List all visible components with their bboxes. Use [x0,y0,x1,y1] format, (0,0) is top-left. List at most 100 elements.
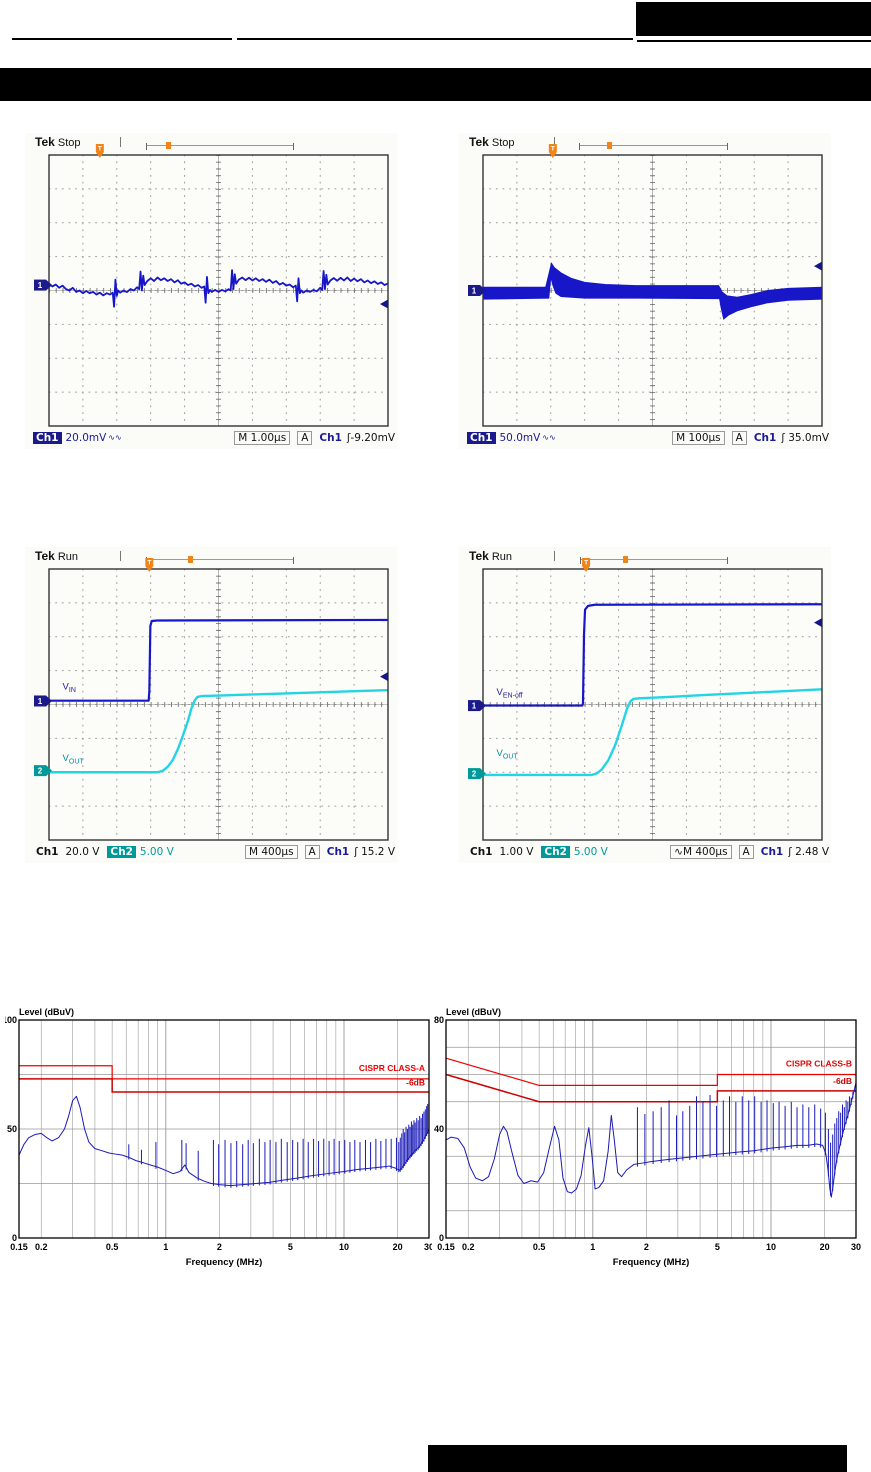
scope-status-bar: Ch1 20.0 V Ch2 5.00 V M 400µs A Ch1 ʃ 15… [33,844,395,859]
ch2-tag: Ch2 [541,845,570,858]
timebase-readout: M 1.00µs [234,430,291,445]
trigger-mode: A [738,844,754,859]
scope-figure-startup-en: Tek Run VEN-off VOUT T 1 2 Ch1 1.00 V Ch2 5.… [459,547,831,863]
ch1-tag: Ch1 [36,845,59,858]
ch2-scale: 5.00 V [139,845,174,858]
acquisition-window-bracket [579,142,728,150]
svg-text:0.5: 0.5 [106,1242,119,1252]
logo-block [636,2,871,36]
emi-chart-cispr-class-b: 0 40 80 0.15 0.2 0.5 1 2 5 10 20 30 Level (dBuV) Freq… [432,1006,868,1274]
ch1-scale: 20.0mV [65,431,107,444]
svg-text:80: 80 [434,1015,444,1025]
svg-text:2: 2 [38,767,43,776]
timebase-readout: ∿M 400µs [670,844,732,859]
svg-text:1: 1 [472,702,477,711]
scope-status-bar: Ch1 50.0mV ∿∿ M 100µs A Ch1 ʃ 35.0mV [467,430,829,445]
svg-text:T: T [584,560,588,567]
svg-text:100: 100 [5,1015,17,1025]
svg-text:5: 5 [715,1242,720,1252]
footer-bar [428,1445,847,1472]
section-title-bar [0,68,871,101]
svg-text:Frequency (MHz): Frequency (MHz) [613,1257,690,1268]
ch1-scale: 1.00 V [499,845,534,858]
svg-text:T: T [98,146,102,153]
svg-text:T: T [147,560,151,567]
svg-text:40: 40 [434,1124,444,1134]
trigger-source: Ch1 [760,845,784,858]
svg-text:0.15: 0.15 [10,1242,28,1252]
scope-grid-transient: T1 [468,144,823,427]
scope-mode-readout: Tek Stop [469,135,515,149]
acquisition-window-bracket [145,142,294,150]
svg-text:30: 30 [424,1242,434,1252]
scope-header-divider [120,137,121,147]
bandwidth-icon: ∿∿ [108,433,122,442]
svg-text:10: 10 [339,1242,349,1252]
header-rule-center [237,38,633,40]
timebase-readout: M 100µs [672,430,725,445]
svg-text:2: 2 [217,1242,222,1252]
svg-text:20: 20 [393,1242,403,1252]
scope-mode-readout: Tek Run [469,549,513,563]
trigger-mode: A [297,430,313,445]
trigger-level: ʃ 2.48 V [788,845,829,858]
scope-figure-startup-vin: Tek Run VIN VOUT T 1 2 Ch1 20.0 V Ch2 5.00 V… [25,547,397,863]
trigger-source: Ch1 [319,431,342,444]
svg-text:20: 20 [820,1242,830,1252]
svg-text:Level (dBuV): Level (dBuV) [446,1007,501,1017]
scope-mode-readout: Tek Stop [35,135,81,149]
svg-text:1: 1 [590,1242,595,1252]
svg-text:-6dB: -6dB [406,1077,425,1087]
trigger-source: Ch1 [753,431,777,444]
svg-text:0.2: 0.2 [35,1242,48,1252]
trigger-mode: A [304,844,320,859]
header-rule-right [637,40,871,42]
scope-grid-ripple: T1 [34,144,389,427]
svg-text:-6dB: -6dB [833,1076,852,1086]
svg-text:1: 1 [472,287,477,296]
trigger-source: Ch1 [326,845,350,858]
svg-text:1: 1 [38,697,43,706]
svg-text:5: 5 [288,1242,293,1252]
ch1-tag: Ch1 [470,845,493,858]
trigger-level: ʃ-9.20mV [346,431,395,444]
emi-plot-class-b: 0 40 80 0.15 0.2 0.5 1 2 5 10 20 30 Level (dBuV) Freq… [434,1007,861,1268]
scope-mode-readout: Tek Run [35,549,79,563]
scope-status-bar: Ch1 20.0mV ∿∿ M 1.00µs A Ch1 ʃ-9.20mV [33,430,395,445]
svg-text:0: 0 [12,1233,17,1243]
svg-text:2: 2 [472,770,477,779]
svg-text:Frequency (MHz): Frequency (MHz) [186,1257,263,1268]
svg-text:Level (dBuV): Level (dBuV) [19,1007,74,1017]
ch1-scale: 50.0mV [499,431,541,444]
svg-text:CISPR CLASS-B: CISPR CLASS-B [786,1058,852,1068]
scope-header-divider [554,551,555,561]
timebase-readout: M 400µs [244,844,298,859]
scope-header-divider [120,551,121,561]
ch1-scale: 20.0 V [65,845,100,858]
svg-text:1: 1 [163,1242,168,1252]
trigger-level: ʃ 35.0mV [781,431,829,444]
svg-text:0.15: 0.15 [437,1242,455,1252]
acquisition-window-bracket [579,556,728,564]
emi-chart-cispr-class-a: 0 50 100 0.15 0.2 0.5 1 2 5 10 20 30 Level (dBuV) Fre… [2,1006,441,1274]
bandwidth-icon: ∿∿ [542,433,556,442]
svg-text:50: 50 [7,1124,17,1134]
scope-status-bar: Ch1 1.00 V Ch2 5.00 V ∿M 400µs A Ch1 ʃ 2… [467,844,829,859]
svg-text:0.2: 0.2 [462,1242,475,1252]
header-rule-left [12,38,232,40]
ch2-scale: 5.00 V [573,845,608,858]
svg-text:10: 10 [766,1242,776,1252]
emi-plot-class-a: 0 50 100 0.15 0.2 0.5 1 2 5 10 20 30 Level (dBuV) Fre… [2,1007,434,1268]
svg-text:30: 30 [851,1242,861,1252]
trigger-level: ʃ 15.2 V [354,845,395,858]
svg-text:0.5: 0.5 [533,1242,546,1252]
svg-text:0: 0 [439,1233,444,1243]
svg-text:T: T [551,146,555,153]
svg-text:2: 2 [644,1242,649,1252]
ch1-tag: Ch1 [467,431,496,444]
